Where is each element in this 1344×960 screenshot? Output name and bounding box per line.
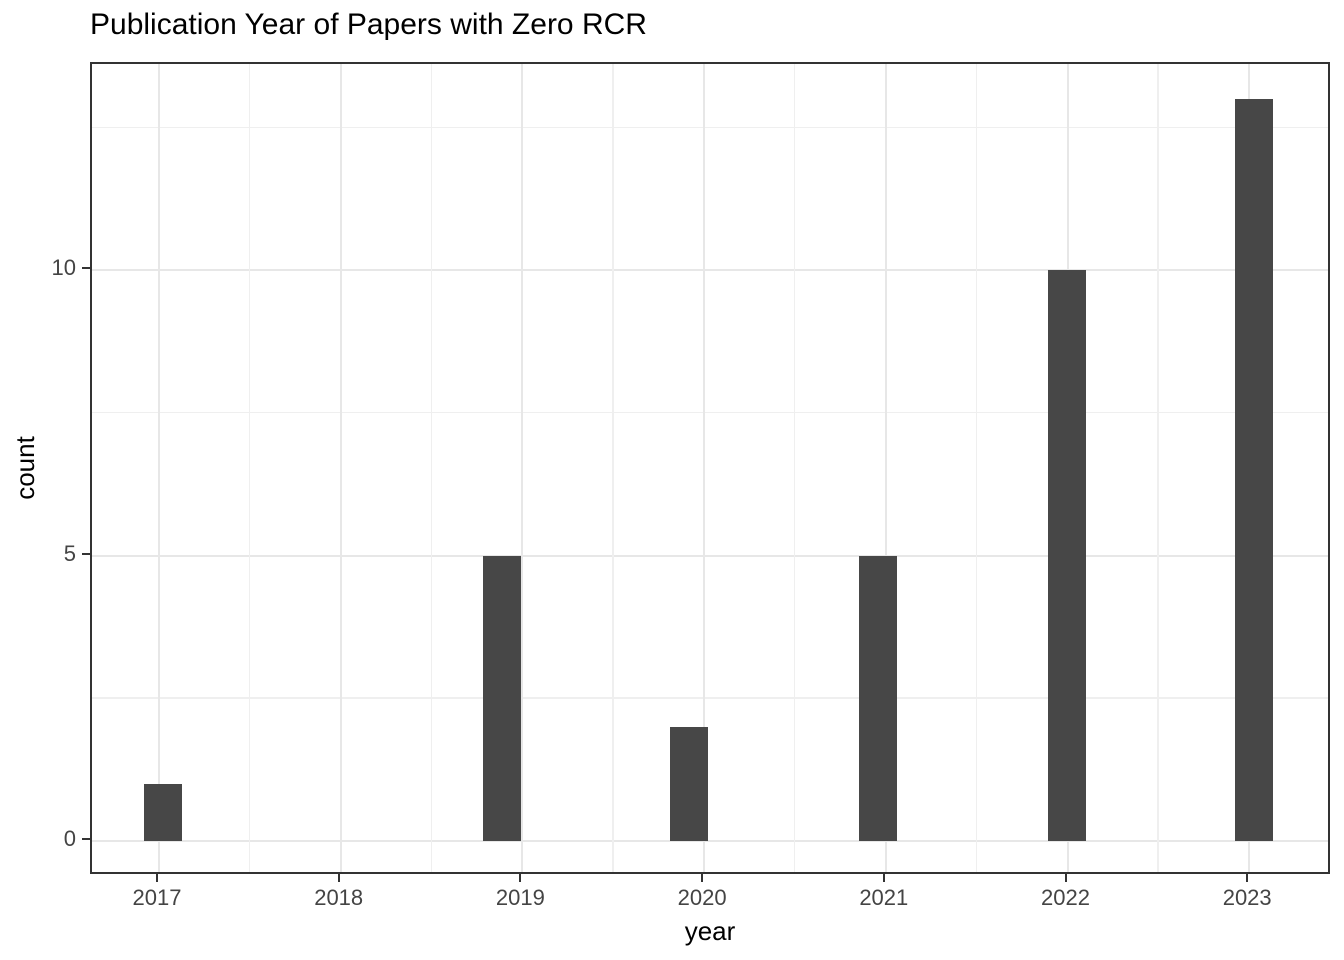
y-tick-mark xyxy=(82,837,90,840)
bar-2021 xyxy=(858,555,897,841)
bar-2019 xyxy=(483,555,522,841)
gridline-minor-x xyxy=(1157,64,1159,872)
x-tick-mark xyxy=(1064,874,1067,882)
gridline-major-y xyxy=(92,269,1328,272)
x-tick-label: 2017 xyxy=(132,885,182,910)
bar-2020 xyxy=(670,726,709,841)
x-tick-label: 2019 xyxy=(495,885,545,910)
x-tick-label: 2018 xyxy=(314,885,364,910)
x-tick-mark xyxy=(701,874,704,882)
gridline-minor-y xyxy=(92,126,1328,129)
gridline-major-x xyxy=(884,64,887,872)
gridline-minor-y xyxy=(92,411,1328,414)
gridline-major-x xyxy=(521,64,524,872)
gridline-minor-x xyxy=(975,64,978,872)
gridline-major-y xyxy=(92,839,1328,842)
x-tick-mark xyxy=(882,874,885,882)
y-tick-label: 0 xyxy=(63,825,76,851)
y-tick-mark xyxy=(82,552,90,555)
gridline-minor-x xyxy=(248,64,251,872)
x-tick-label: 2022 xyxy=(1041,885,1090,910)
gridline-minor-x xyxy=(430,64,433,872)
x-tick-mark xyxy=(519,874,522,882)
chart-title: Publication Year of Papers with Zero RCR xyxy=(90,8,647,41)
y-tick-label: 5 xyxy=(63,540,76,566)
gridline-minor-x xyxy=(793,64,796,872)
gridline-major-y xyxy=(92,554,1328,557)
y-tick-label: 10 xyxy=(51,255,76,281)
bar-2023 xyxy=(1235,99,1274,841)
bar-2022 xyxy=(1047,270,1086,841)
y-axis-title: count xyxy=(10,436,40,500)
x-axis-title: year xyxy=(684,916,736,946)
gridline-minor-y xyxy=(92,697,1328,699)
x-tick-mark xyxy=(337,874,340,882)
x-tick-label: 2023 xyxy=(1222,885,1272,910)
plot-panel xyxy=(90,62,1330,874)
y-tick-mark xyxy=(82,267,90,270)
gridline-major-x xyxy=(703,64,706,872)
gridline-major-x xyxy=(158,64,160,872)
gridline-major-x xyxy=(339,64,342,872)
gridline-minor-x xyxy=(612,64,614,872)
bar-2017 xyxy=(144,783,182,841)
x-tick-mark xyxy=(1246,874,1249,882)
x-tick-label: 2020 xyxy=(677,885,727,910)
x-tick-mark xyxy=(156,874,158,882)
x-tick-label: 2021 xyxy=(859,885,909,910)
